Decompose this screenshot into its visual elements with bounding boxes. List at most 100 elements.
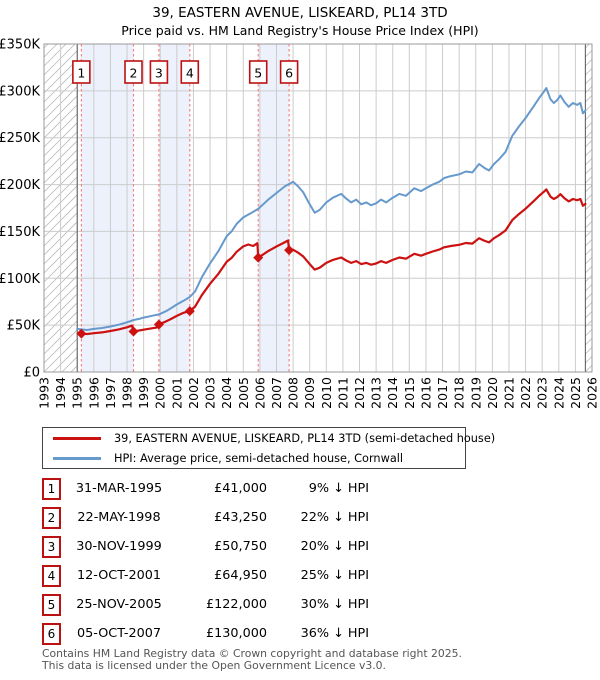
hatch-line <box>585 194 593 202</box>
legend-swatch-hpi-line <box>53 456 101 460</box>
hatch-line <box>585 311 593 319</box>
table-row: 1 31-MAR-1995 £41,000 9% ↓ HPI <box>42 474 382 503</box>
sale-point-diamond <box>153 319 164 330</box>
owned-period-band <box>81 44 134 372</box>
hatch-line <box>52 347 78 373</box>
hatch-line <box>585 284 593 292</box>
y-axis-label: £350K <box>0 38 40 53</box>
y-axis-label: £100K <box>0 272 40 287</box>
hatch-line <box>585 131 593 139</box>
x-axis-year-label: 2025 <box>568 377 583 409</box>
x-axis-year-label: 2000 <box>153 377 168 409</box>
hatch-line <box>43 43 76 76</box>
sale-price: £43,250 <box>214 510 267 525</box>
hatch-line <box>585 68 593 76</box>
sale-number-badge: 5 <box>42 593 61 616</box>
x-axis-year-label: 1997 <box>103 377 118 409</box>
table-row: 4 12-OCT-2001 £64,950 25% ↓ HPI <box>42 561 382 590</box>
sale-number-badge: 2 <box>42 506 61 529</box>
hatch-line <box>585 329 593 337</box>
x-axis-year-label: 2026 <box>584 377 599 409</box>
hpi-line <box>76 87 587 331</box>
sale-point-diamond <box>184 306 195 317</box>
x-axis-year-label: 2003 <box>203 377 218 409</box>
x-axis-year-label: 2006 <box>252 377 267 409</box>
sale-point-diamond <box>76 328 87 339</box>
sale-marker-box <box>124 60 143 84</box>
chart-legend: 39, EASTERN AVENUE, LISKEARD, PL14 3TD (… <box>42 427 495 469</box>
hatch-line <box>585 149 593 157</box>
x-axis-year-label: 1998 <box>120 377 135 409</box>
x-axis-year-label: 2008 <box>286 377 301 409</box>
sale-marker-box <box>72 60 91 84</box>
footer-licence: This data is licensed under the Open Gov… <box>42 659 386 672</box>
y-axis-label: £300K <box>0 84 40 99</box>
sale-hpi-difference: 22% ↓ HPI <box>300 510 369 525</box>
x-axis-year-label: 2018 <box>452 377 467 409</box>
footer-copyright: Contains HM Land Registry data © Crown c… <box>42 647 462 660</box>
sale-marker-number: 4 <box>186 66 194 81</box>
hatch-line <box>585 59 593 67</box>
sale-point-diamond <box>284 245 295 256</box>
legend-item-property: 39, EASTERN AVENUE, LISKEARD, PL14 3TD (… <box>43 429 495 447</box>
x-axis-year-label: 2024 <box>551 377 566 409</box>
hatch-line <box>585 203 593 211</box>
sale-price: £130,000 <box>205 626 267 641</box>
hatch-line <box>585 347 593 355</box>
legend-label-property: 39, EASTERN AVENUE, LISKEARD, PL14 3TD (… <box>114 431 496 445</box>
x-axis-year-label: 2014 <box>385 377 400 409</box>
hatch-line <box>585 239 593 247</box>
sale-point-diamond <box>253 252 264 263</box>
x-axis-year-label: 1995 <box>70 377 85 409</box>
hatch-line <box>585 293 593 301</box>
hatch-line <box>43 43 67 67</box>
sale-point-diamond <box>128 326 139 337</box>
legend-swatch-property-line <box>53 436 101 440</box>
hatch-line <box>585 257 593 265</box>
sale-date: 12-OCT-2001 <box>76 568 162 583</box>
sale-marker-number: 6 <box>285 66 293 81</box>
x-axis-year-label: 2012 <box>352 377 367 409</box>
sale-price: £122,000 <box>205 597 267 612</box>
hatch-line <box>43 43 49 49</box>
x-axis-year-label: 2011 <box>335 377 350 409</box>
x-axis-year-label: 1999 <box>136 377 151 409</box>
sale-marker-box <box>180 60 200 84</box>
sale-number-badge: 1 <box>42 477 61 500</box>
sale-price: £50,750 <box>214 539 267 554</box>
x-axis-year-label: 2019 <box>468 377 483 409</box>
y-axis-label: £250K <box>0 131 40 146</box>
hatch-line <box>585 266 593 274</box>
sale-marker-box <box>248 60 268 84</box>
sale-number-badge: 6 <box>42 622 61 645</box>
x-axis-year-label: 2013 <box>369 377 384 409</box>
hatch-line <box>585 302 593 310</box>
x-axis-year-label: 2021 <box>501 377 516 409</box>
x-axis-year-label: 2020 <box>485 377 500 409</box>
x-axis-year-label: 2022 <box>518 377 533 409</box>
sale-date: 25-NOV-2005 <box>76 597 162 612</box>
hatch-line <box>585 86 593 94</box>
page-subtitle: Price paid vs. HM Land Registry's House … <box>121 23 479 38</box>
hatch-line <box>43 43 58 58</box>
sale-number-badge: 4 <box>42 564 61 587</box>
x-axis-year-label: 2007 <box>269 377 284 409</box>
page-title: 39, EASTERN AVENUE, LISKEARD, PL14 3TD <box>152 5 448 21</box>
sale-hpi-difference: 36% ↓ HPI <box>300 626 369 641</box>
hatch-line <box>585 248 593 256</box>
hatch-line <box>585 356 593 364</box>
sale-date: 22-MAY-1998 <box>77 510 161 525</box>
sale-date: 30-NOV-1999 <box>76 539 162 554</box>
sale-date: 05-OCT-2007 <box>76 626 162 641</box>
hatch-line <box>585 212 593 220</box>
x-axis-year-label: 1996 <box>86 377 101 409</box>
sales-table: 1 31-MAR-1995 £41,000 9% ↓ HPI 2 22-MAY-1998 £… <box>42 474 382 648</box>
hatch-line <box>70 365 78 373</box>
legend-item-hpi: HPI: Average price, semi-detached house,… <box>43 449 465 467</box>
hatch-line <box>585 95 593 103</box>
x-axis-year-label: 2016 <box>418 377 433 409</box>
table-row: 6 05-OCT-2007 £130,000 36% ↓ HPI <box>42 619 382 648</box>
hatch-line <box>585 167 593 175</box>
hatch-line <box>585 122 593 130</box>
